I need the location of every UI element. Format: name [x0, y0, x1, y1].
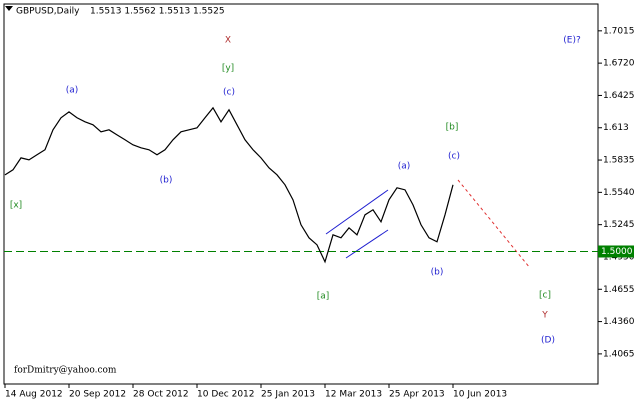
wave-label: (E)?: [563, 36, 581, 46]
y-tick-label: 1.5835: [603, 156, 635, 166]
x-tick-label: 10 Jun 2013: [453, 390, 507, 400]
wave-label: [c]: [539, 291, 551, 301]
y-tick-label: 1.5540: [603, 188, 635, 198]
wave-label: X: [225, 36, 231, 46]
y-tick-label: 1.4360: [603, 317, 635, 327]
wave-label: Y: [541, 311, 548, 321]
watermark: forDmitry@yahoo.com: [14, 366, 117, 376]
menu-arrow: [5, 6, 13, 11]
wave-label: [y]: [222, 64, 234, 74]
x-tick-label: 10 Dec 2012: [197, 390, 255, 400]
x-tick-label: 14 Aug 2012: [5, 390, 63, 400]
wave-label: (a): [398, 162, 411, 172]
x-tick-label: 12 Mar 2013: [325, 390, 382, 400]
wave-label: (D): [541, 336, 555, 346]
projection-line: [457, 179, 531, 269]
wave-label: (b): [431, 268, 444, 278]
channel-line: [325, 189, 389, 235]
y-tick-label: 1.6720: [603, 59, 635, 69]
y-tick-label: 1.6425: [603, 91, 635, 101]
y-tick-label: 1.613: [603, 123, 629, 133]
wave-label: (c): [223, 88, 235, 98]
y-tick-label: 1.7015: [603, 26, 635, 36]
x-tick-label: 28 Oct 2012: [133, 390, 189, 400]
level-label: 1.5000: [601, 247, 633, 257]
chart-subtitle: 1.5513 1.5562 1.5513 1.5525: [90, 7, 225, 17]
wave-label: (a): [66, 86, 79, 96]
y-tick-label: 1.4065: [603, 349, 635, 359]
wave-label: [b]: [446, 123, 459, 133]
wave-label: (c): [448, 152, 460, 162]
wave-label: [x]: [10, 201, 22, 211]
x-tick-label: 25 Jan 2013: [261, 390, 315, 400]
chart-title: GBPUSD,Daily: [16, 7, 80, 17]
y-tick-label: 1.4655: [603, 285, 635, 295]
x-tick-label: 25 Apr 2013: [389, 390, 445, 400]
level-label-box: [598, 245, 634, 258]
channel-line: [345, 229, 389, 259]
wave-label: (b): [160, 176, 173, 186]
x-tick-label: 20 Sep 2012: [69, 390, 126, 400]
wave-label: [a]: [317, 292, 330, 302]
plot-frame: [3, 3, 599, 385]
y-tick-label: 1.5245: [603, 220, 635, 230]
price-line: [4, 106, 454, 264]
